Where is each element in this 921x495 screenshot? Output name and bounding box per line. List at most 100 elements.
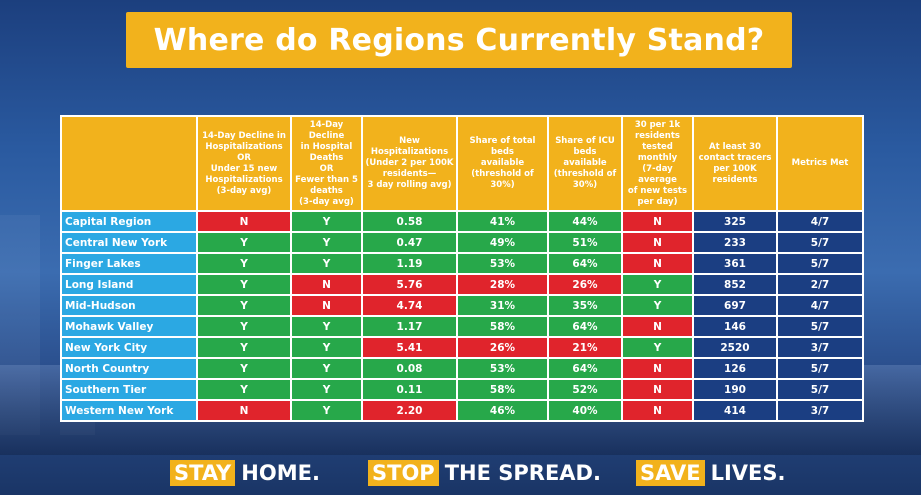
title-banner: Where do Regions Currently Stand?: [126, 12, 792, 68]
metric-cell: Y: [196, 336, 292, 359]
slogan-text: HOME.: [241, 461, 320, 485]
metric-cell: N: [196, 399, 292, 422]
metric-cell: N: [621, 378, 694, 401]
metric-cell: 44%: [547, 210, 623, 233]
metric-cell: Y: [621, 294, 694, 317]
metric-cell: 2.20: [361, 399, 458, 422]
slogan-highlight: SAVE: [636, 460, 705, 486]
metric-cell: Y: [290, 336, 363, 359]
metric-cell: 51%: [547, 231, 623, 254]
metric-cell: Y: [196, 378, 292, 401]
regions-metrics-table: 14-Day Decline in Hospitalizations OR Un…: [60, 115, 864, 422]
metric-cell: 0.58: [361, 210, 458, 233]
header-metrics-met: Metrics Met: [776, 115, 864, 212]
metric-cell: Y: [290, 315, 363, 338]
metric-cell: 4/7: [776, 210, 864, 233]
metric-cell: 5.76: [361, 273, 458, 296]
metric-cell: 5/7: [776, 378, 864, 401]
header-hospitalization-decline: 14-Day Decline in Hospitalizations OR Un…: [196, 115, 292, 212]
metric-cell: 5.41: [361, 336, 458, 359]
metric-cell: Y: [621, 336, 694, 359]
metric-cell: 26%: [456, 336, 549, 359]
metric-cell: 21%: [547, 336, 623, 359]
header-new-hospitalizations: New Hospitalizations (Under 2 per 100K r…: [361, 115, 458, 212]
metric-cell: 0.47: [361, 231, 458, 254]
header-contact-tracers: At least 30 contact tracers per 100K res…: [692, 115, 778, 212]
slogan-highlight: STOP: [368, 460, 439, 486]
table-row: Mid-Hudson Y N 4.74 31% 35% Y 697 4/7: [60, 294, 864, 317]
slogan-stay-home: STAY HOME.: [170, 460, 320, 486]
region-name: Central New York: [60, 231, 198, 254]
metric-cell: Y: [196, 315, 292, 338]
metric-cell: 5/7: [776, 315, 864, 338]
metric-cell: 233: [692, 231, 778, 254]
metric-cell: 3/7: [776, 399, 864, 422]
metric-cell: N: [621, 210, 694, 233]
slogan-text: LIVES.: [710, 461, 786, 485]
header-icu-beds: Share of ICU beds available (threshold o…: [547, 115, 623, 212]
metric-cell: 852: [692, 273, 778, 296]
metric-cell: 325: [692, 210, 778, 233]
metric-cell: 146: [692, 315, 778, 338]
metric-cell: 52%: [547, 378, 623, 401]
metric-cell: Y: [290, 252, 363, 275]
metric-cell: 414: [692, 399, 778, 422]
metric-cell: 49%: [456, 231, 549, 254]
table-row: Southern Tier Y Y 0.11 58% 52% N 190 5/7: [60, 378, 864, 401]
region-name: Mohawk Valley: [60, 315, 198, 338]
metric-cell: 28%: [456, 273, 549, 296]
region-name: Mid-Hudson: [60, 294, 198, 317]
table-body: Capital Region N Y 0.58 41% 44% N 325 4/7 Central…: [60, 210, 864, 422]
metric-cell: N: [621, 315, 694, 338]
region-name: Western New York: [60, 399, 198, 422]
metric-cell: 53%: [456, 252, 549, 275]
region-name: Capital Region: [60, 210, 198, 233]
metric-cell: 5/7: [776, 252, 864, 275]
metric-cell: Y: [290, 378, 363, 401]
metric-cell: 58%: [456, 315, 549, 338]
metric-cell: Y: [290, 399, 363, 422]
metric-cell: 0.11: [361, 378, 458, 401]
page-title: Where do Regions Currently Stand?: [153, 22, 765, 58]
metric-cell: N: [621, 399, 694, 422]
slogan-highlight: STAY: [170, 460, 236, 486]
header-testing: 30 per 1k residents tested monthly (7-da…: [621, 115, 694, 212]
metric-cell: N: [621, 231, 694, 254]
metric-cell: Y: [290, 231, 363, 254]
metric-cell: N: [621, 357, 694, 380]
metric-cell: 53%: [456, 357, 549, 380]
table-row: Central New York Y Y 0.47 49% 51% N 233 5/7: [60, 231, 864, 254]
metric-cell: Y: [196, 231, 292, 254]
metric-cell: 31%: [456, 294, 549, 317]
metric-cell: 361: [692, 252, 778, 275]
table-row: Capital Region N Y 0.58 41% 44% N 325 4/7: [60, 210, 864, 233]
metric-cell: Y: [196, 294, 292, 317]
metric-cell: 5/7: [776, 231, 864, 254]
metric-cell: 0.08: [361, 357, 458, 380]
metric-cell: 46%: [456, 399, 549, 422]
metric-cell: 5/7: [776, 357, 864, 380]
slogan-save-lives: SAVE LIVES.: [636, 460, 785, 486]
header-hospital-deaths: 14-Day Decline in Hospital Deaths OR Few…: [290, 115, 363, 212]
region-name: North Country: [60, 357, 198, 380]
metric-cell: 1.19: [361, 252, 458, 275]
metric-cell: Y: [290, 357, 363, 380]
metric-cell: 64%: [547, 357, 623, 380]
metric-cell: 3/7: [776, 336, 864, 359]
metric-cell: Y: [196, 357, 292, 380]
metric-cell: N: [196, 210, 292, 233]
metric-cell: 40%: [547, 399, 623, 422]
header-region: [60, 115, 198, 212]
metric-cell: Y: [196, 252, 292, 275]
table-row: Western New York N Y 2.20 46% 40% N 414 3/7: [60, 399, 864, 422]
table-row: Finger Lakes Y Y 1.19 53% 64% N 361 5/7: [60, 252, 864, 275]
region-name: Long Island: [60, 273, 198, 296]
region-name: Finger Lakes: [60, 252, 198, 275]
metric-cell: 64%: [547, 252, 623, 275]
metric-cell: 190: [692, 378, 778, 401]
metric-cell: Y: [290, 210, 363, 233]
table-row: North Country Y Y 0.08 53% 64% N 126 5/7: [60, 357, 864, 380]
metric-cell: 26%: [547, 273, 623, 296]
slogan-text: THE SPREAD.: [444, 461, 601, 485]
metric-cell: Y: [621, 273, 694, 296]
